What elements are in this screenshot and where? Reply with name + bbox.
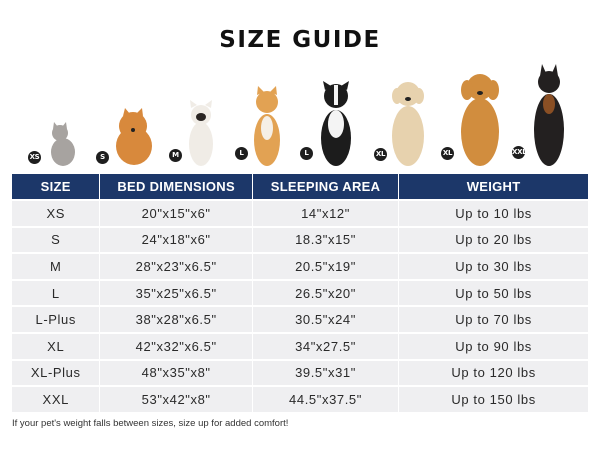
pet-size-illustrations: XS S M L L XL XL XXL	[0, 64, 600, 166]
pet-xxl: XXL	[512, 64, 570, 166]
column-header-weight: WEIGHT	[398, 174, 588, 200]
size-cell: L	[12, 278, 100, 307]
size-cell: XL-Plus	[12, 358, 100, 387]
sleeping-area-cell: 39.5"x31"	[251, 358, 399, 387]
column-header-bed-dimensions: BED DIMENSIONS	[99, 174, 253, 200]
bed-dimensions-cell: 42"x32"x6.5"	[99, 331, 253, 360]
sleeping-area-cell: 30.5"x24"	[251, 305, 399, 333]
pomeranian-icon	[116, 108, 152, 165]
table-row: M 28"x23"x6.5" 20.5"x19" Up to 30 lbs	[12, 252, 588, 280]
bed-dimensions-cell: 38"x28"x6.5"	[99, 305, 253, 333]
sleeping-area-cell: 14"x12"	[251, 199, 399, 227]
bed-dimensions-cell: 35"x25"x6.5"	[99, 278, 253, 307]
size-badge: L	[235, 147, 248, 160]
pet-xs: XS	[28, 122, 80, 166]
table-row: XS 20"x15"x6" 14"x12" Up to 10 lbs	[12, 199, 588, 227]
pet-m: M	[169, 100, 216, 166]
weight-cell: Up to 10 lbs	[398, 199, 588, 227]
bed-dimensions-cell: 24"x18"x6"	[99, 225, 253, 254]
weight-cell: Up to 20 lbs	[398, 225, 588, 254]
pet-l: L	[235, 86, 283, 166]
border-collie-icon	[321, 81, 351, 166]
size-cell: XL	[12, 331, 100, 360]
pet-s: S	[96, 108, 155, 166]
sleeping-area-cell: 20.5"x19"	[251, 252, 399, 280]
size-badge: XL	[441, 147, 454, 160]
bed-dimensions-cell: 53"x42"x8"	[99, 385, 253, 412]
table-header-row: SIZE BED DIMENSIONS SLEEPING AREA WEIGHT	[12, 174, 588, 200]
golden-retriever-icon	[461, 74, 499, 166]
cat-icon	[51, 122, 75, 166]
size-cell: XXL	[12, 385, 100, 412]
size-cell: M	[12, 252, 100, 280]
footnote: If your pet's weight falls between sizes…	[12, 418, 289, 429]
weight-cell: Up to 150 lbs	[398, 385, 588, 412]
page-title: SIZE GUIDE	[219, 27, 381, 53]
table-row: XL 42"x32"x6.5" 34"x27.5" Up to 90 lbs	[12, 331, 588, 360]
column-header-size: SIZE	[12, 174, 100, 200]
sleeping-area-cell: 34"x27.5"	[251, 331, 399, 360]
sleeping-area-cell: 44.5"x37.5"	[251, 385, 399, 412]
table-row: XXL 53"x42"x8" 44.5"x37.5" Up to 150 lbs	[12, 385, 588, 412]
size-cell: S	[12, 225, 100, 254]
french-bulldog-icon	[189, 100, 213, 166]
bed-dimensions-cell: 20"x15"x6"	[99, 199, 253, 227]
size-badge: XXL	[512, 146, 527, 159]
pet-l-plus: L	[300, 80, 355, 166]
size-badge: S	[96, 151, 109, 164]
weight-cell: Up to 50 lbs	[398, 278, 588, 307]
weight-cell: Up to 120 lbs	[398, 358, 588, 387]
table-row: L-Plus 38"x28"x6.5" 30.5"x24" Up to 70 l…	[12, 305, 588, 333]
bed-dimensions-cell: 28"x23"x6.5"	[99, 252, 253, 280]
size-cell: XS	[12, 199, 100, 227]
size-badge: XS	[28, 151, 41, 164]
weight-cell: Up to 70 lbs	[398, 305, 588, 333]
sleeping-area-cell: 18.3"x15"	[251, 225, 399, 254]
sleeping-area-cell: 26.5"x20"	[251, 278, 399, 307]
doberman-icon	[534, 64, 564, 166]
pet-xl-plus: XL	[441, 70, 502, 166]
size-cell: L-Plus	[12, 305, 100, 333]
size-guide-table: SIZE BED DIMENSIONS SLEEPING AREA WEIGHT…	[12, 174, 588, 412]
size-badge: L	[300, 147, 313, 160]
weight-cell: Up to 90 lbs	[398, 331, 588, 360]
labrador-icon	[392, 82, 424, 166]
size-badge: XL	[374, 148, 387, 161]
table-row: S 24"x18"x6" 18.3"x15" Up to 20 lbs	[12, 225, 588, 254]
column-header-sleeping-area: SLEEPING AREA	[251, 174, 399, 200]
weight-cell: Up to 30 lbs	[398, 252, 588, 280]
size-badge: M	[169, 149, 182, 162]
bed-dimensions-cell: 48"x35"x8"	[99, 358, 253, 387]
shiba-inu-icon	[254, 86, 280, 166]
pet-xl: XL	[374, 78, 427, 166]
table-row: L 35"x25"x6.5" 26.5"x20" Up to 50 lbs	[12, 278, 588, 307]
table-row: XL-Plus 48"x35"x8" 39.5"x31" Up to 120 l…	[12, 358, 588, 387]
